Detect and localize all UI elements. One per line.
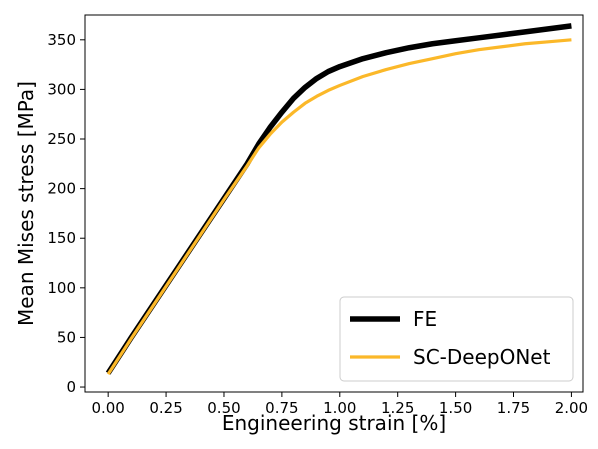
y-tick-label: 350 xyxy=(47,31,76,49)
axes-frame xyxy=(84,14,584,393)
y-tick-label: 300 xyxy=(47,80,76,98)
x-tick-label: 1.25 xyxy=(381,399,414,417)
y-axis-label: Mean Mises stress [MPa] xyxy=(14,81,38,326)
x-axis-label: Engineering strain [%] xyxy=(222,411,446,435)
y-tick-label: 150 xyxy=(47,229,76,247)
x-tick-label: 0.50 xyxy=(207,399,240,417)
y-tick-label: 250 xyxy=(47,130,76,148)
x-tick-label: 2.00 xyxy=(555,399,588,417)
y-tick-label: 200 xyxy=(47,180,76,198)
series-line-sc-deeponet xyxy=(106,38,572,376)
x-tick-label: 1.00 xyxy=(323,399,356,417)
x-tick-label: 0.75 xyxy=(265,399,298,417)
x-tick-label: 1.50 xyxy=(439,399,472,417)
x-tick-label: 1.75 xyxy=(497,399,530,417)
legend: FE SC-DeepONet xyxy=(339,296,574,382)
plot-area xyxy=(105,23,572,376)
x-tick-label: 0.00 xyxy=(91,399,124,417)
legend-label: SC-DeepONet xyxy=(413,345,551,369)
y-tick-label: 100 xyxy=(47,279,76,297)
axes: 0.00 0.25 0.50 0.75 1.00 1.25 1.50 1.75 2.00 0 50 1… xyxy=(14,14,588,435)
legend-label: FE xyxy=(413,307,437,331)
x-tick-label: 0.25 xyxy=(149,399,182,417)
y-tick-label: 0 xyxy=(66,378,76,396)
y-tick-label: 50 xyxy=(57,328,76,346)
